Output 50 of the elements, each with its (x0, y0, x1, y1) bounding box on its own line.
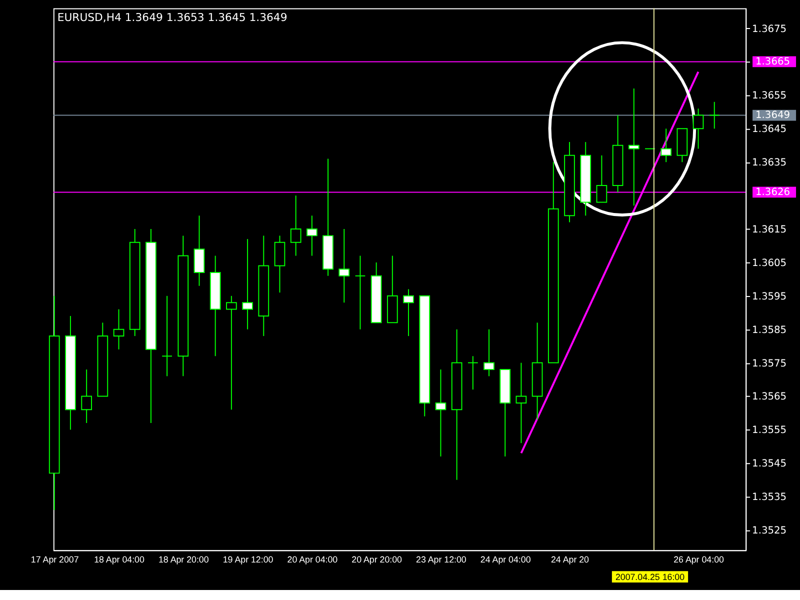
candlestick (516, 362, 527, 444)
y-tick-label: 1.3605 (752, 258, 787, 269)
candlestick (306, 215, 318, 256)
candlestick (435, 369, 446, 457)
y-tick-label: 1.3575 (752, 358, 787, 370)
y-tick-label: 1.3635 (752, 158, 787, 169)
candlestick (113, 308, 124, 350)
y-tick-label: 1.3595 (752, 291, 787, 302)
candlestick (708, 101, 720, 130)
candlestick (467, 356, 478, 390)
y-tick-label: 1.3615 (752, 224, 787, 236)
x-tick-label: 24 Apr 20 (550, 554, 590, 564)
candlestick (274, 235, 286, 294)
candlestick (162, 295, 172, 377)
candlestick (194, 215, 205, 286)
candlestick (338, 228, 350, 304)
y-tick-label: 1.3645 (752, 124, 787, 136)
chart-title: EURUSD,H4 1.3649 1.3653 1.3645 1.3649 (57, 11, 288, 24)
ref-line-label: 1.3626 (756, 187, 790, 198)
y-tick-label: 1.3675 (752, 24, 787, 35)
candlestick (290, 195, 302, 256)
y-tick-label: 1.3535 (752, 492, 787, 504)
x-tick-label: 17 Apr 2007 (30, 554, 79, 564)
candlestick (226, 295, 237, 410)
y-tick-label: 1.3525 (752, 526, 787, 537)
y-tick-label: 1.3545 (752, 458, 787, 470)
y-tick-label: 1.3585 (752, 324, 787, 336)
candlestick (484, 328, 494, 377)
x-tick-label: 19 Apr 12:00 (222, 554, 274, 564)
x-tick-label: 23 Apr 12:00 (416, 554, 466, 564)
x-tick-label: 20 Apr 20:00 (352, 554, 402, 564)
x-tick-label: 18 Apr 20:00 (158, 554, 209, 564)
x-tick-label: 20 Apr 04:00 (287, 554, 338, 564)
candlestick (660, 128, 672, 163)
x-tick-label: 24 Apr 04:00 (480, 554, 531, 564)
candlestick (403, 288, 414, 337)
candlestick (242, 238, 253, 330)
candlestick (354, 255, 366, 330)
candlestick (692, 108, 704, 150)
candlestick (81, 369, 92, 424)
y-tick-label: 1.3565 (752, 392, 787, 403)
candlestick (596, 154, 608, 203)
ref-line-label: 1.3649 (756, 110, 790, 122)
x-tick-label: 18 Apr 04:00 (94, 554, 144, 564)
candlestick (628, 88, 640, 206)
x-tick-label: 26 Apr 04:00 (674, 554, 724, 564)
ref-line-label: 1.3665 (756, 56, 790, 68)
y-tick-label: 1.3555 (752, 425, 787, 436)
x-tick-label: 2007.04.25 16:00 (615, 572, 685, 582)
y-tick-label: 1.3655 (752, 90, 787, 102)
